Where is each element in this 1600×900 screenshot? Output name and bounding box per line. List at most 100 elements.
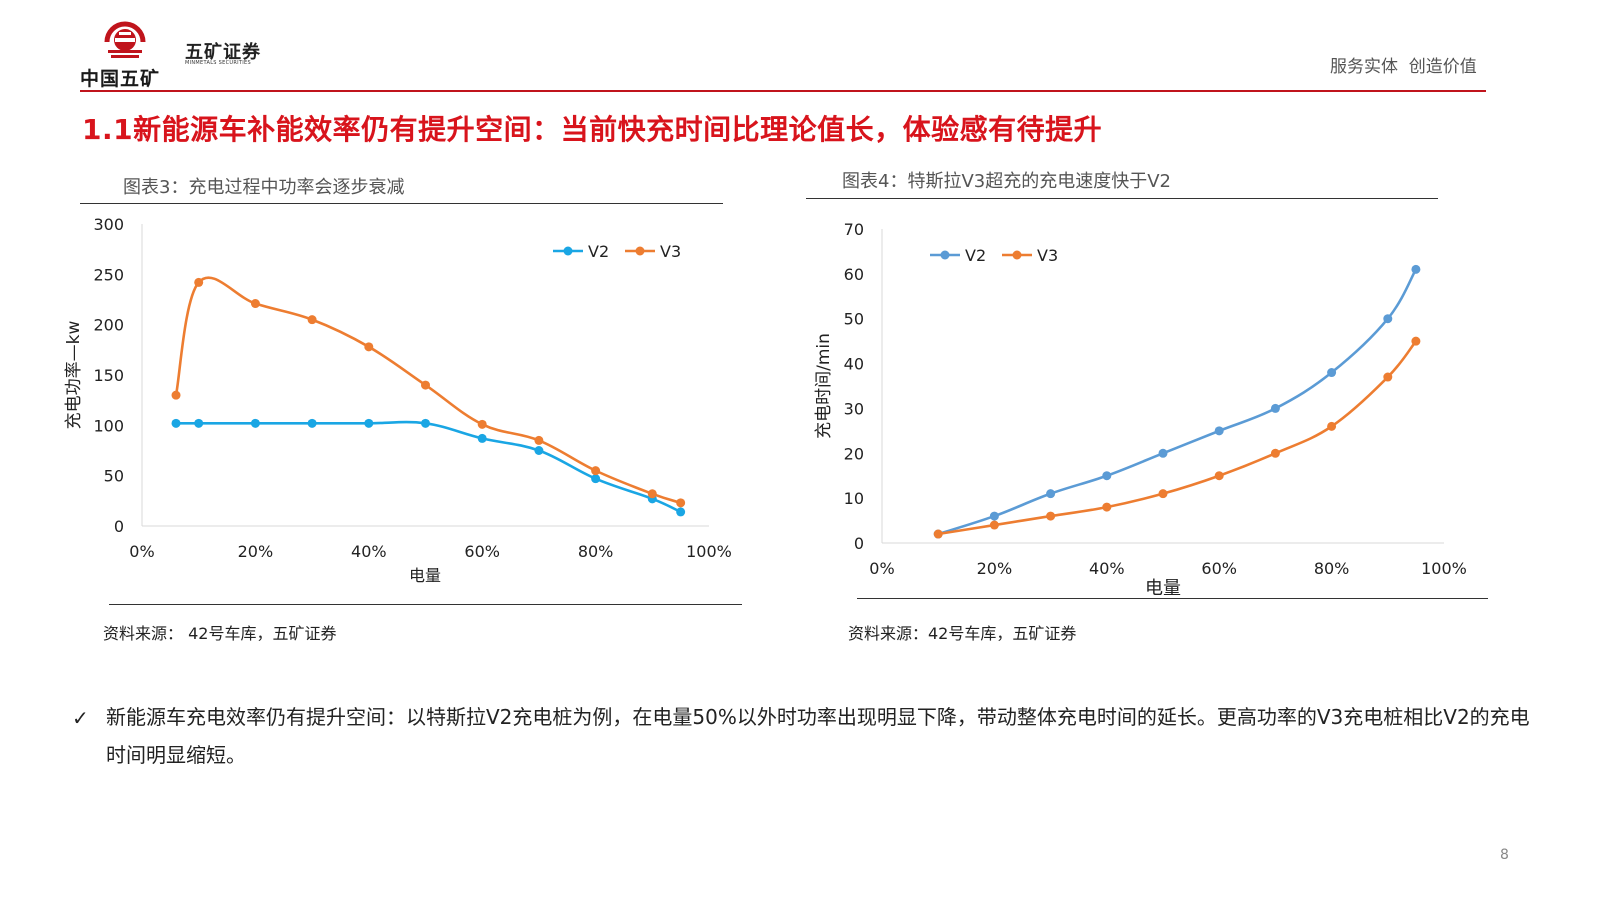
x-axis-title: 电量 [1145,578,1181,599]
y-tick-label: 70 [844,220,864,239]
x-tick-label: 40% [351,542,387,561]
y-tick-label: 0 [114,517,124,536]
page-number: 8 [1500,847,1509,863]
data-point-v3 [194,277,204,287]
data-point-v2 [1158,448,1168,458]
data-point-v2 [676,507,686,517]
x-tick-label: 20% [977,559,1013,578]
legend-label-v3: V3 [660,242,681,261]
data-point-v2 [1270,403,1280,413]
data-point-v2 [1383,314,1393,324]
data-point-v3 [1214,471,1224,481]
data-point-v3 [1046,511,1056,521]
data-point-v2 [307,418,317,428]
data-point-v3 [534,435,544,445]
legend-label-v2: V2 [588,242,609,261]
data-point-v2 [1327,368,1337,378]
y-tick-label: 60 [844,265,864,284]
y-tick-label: 40 [844,355,864,374]
data-point-v2 [421,418,430,428]
header-divider [80,90,1486,92]
page-title: 1.1新能源车补能效率仍有提升空间：当前快充时间比理论值长，体验感有待提升 [82,113,1103,146]
right-chart-bottom-rule [857,598,1488,600]
left-chart-source: 资料来源： 42号车库，五矿证券 [103,624,337,643]
x-tick-label: 60% [1201,559,1237,578]
data-point-v3 [1270,448,1280,458]
y-tick-label: 50 [844,310,864,329]
data-point-v3 [364,342,374,352]
data-point-v3 [989,520,999,530]
legend-label-v2: V2 [965,246,986,265]
data-point-v3 [1327,421,1337,431]
data-point-v2 [591,474,601,484]
x-tick-label: 100% [686,542,732,561]
y-axis-title: 充电时间/min [814,333,834,439]
y-tick-label: 300 [93,215,124,234]
x-tick-label: 100% [1421,559,1467,578]
bullet-text: 新能源车充电效率仍有提升空间：以特斯拉V2充电桩为例，在电量50%以外时功率出现… [106,705,1530,767]
data-point-v3 [1158,489,1168,499]
x-tick-label: 20% [238,542,274,561]
x-tick-label: 0% [129,542,154,561]
power-decay-chart: 0 50 100 150 200 250 300 0% 20% 40% 60% 80% 100% 电量 充电… [64,215,732,585]
data-point-v2 [477,433,487,443]
logo-emblem-icon [104,21,146,58]
x-tick-label: 80% [1314,559,1350,578]
data-point-v3 [421,380,430,390]
right-chart-title: 图表4：特斯拉V3超充的充电速度快于V2 [842,171,1171,192]
x-tick-label: 80% [578,542,614,561]
logo: 中国五矿 [80,20,166,90]
right-chart-source: 资料来源：42号车库，五矿证券 [848,624,1077,643]
data-point-v2 [364,418,374,428]
data-point-v3 [1411,336,1421,346]
x-tick-label: 60% [464,542,500,561]
x-tick-label: 0% [869,559,894,578]
y-tick-label: 20 [844,444,864,463]
left-chart-bottom-rule [109,604,742,606]
right-chart-top-rule [806,198,1438,200]
brand-english: MINMETALS SECURITIES [185,60,251,66]
y-tick-label: 30 [844,399,864,418]
series-line-v2 [176,420,682,514]
series-line-v3 [174,276,682,505]
y-axis-title: 充电功率—kw [64,321,84,430]
data-point-v3 [477,419,487,429]
charge-time-chart: 0 10 20 30 40 50 60 70 0% 20% 40% 60% 80% 100% 电量 充电时间/… [814,220,1467,599]
data-point-v2 [989,511,999,521]
left-chart-top-rule [80,203,723,205]
data-point-v2 [1102,471,1112,481]
slogan: 服务实体 创造价值 [1330,57,1477,77]
y-tick-label: 150 [93,366,124,385]
data-point-v2 [1411,264,1421,274]
data-point-v2 [171,418,181,428]
data-point-v3 [1102,502,1112,512]
y-tick-label: 200 [93,316,124,335]
data-point-v2 [250,418,260,428]
data-point-v2 [534,446,544,455]
legend-marker-v2 [940,250,950,260]
data-point-v3 [250,299,260,309]
left-chart-title: 图表3：充电过程中功率会逐步衰减 [123,177,405,198]
data-point-v3 [591,466,601,476]
legend-marker-v3 [1012,250,1022,260]
x-axis-title: 电量 [409,566,441,585]
data-point-v3 [307,315,317,325]
legend-marker-v3 [635,246,645,256]
data-point-v3 [1383,372,1393,382]
data-point-v3 [933,529,943,539]
series-line-v2 [937,268,1418,536]
y-tick-label: 50 [104,467,124,486]
y-tick-label: 250 [93,265,124,284]
legend-marker-v2 [563,246,573,256]
x-tick-label: 40% [1089,559,1125,578]
data-point-v2 [1214,426,1224,436]
data-point-v3 [171,390,181,400]
y-tick-label: 0 [854,534,864,553]
y-tick-label: 100 [93,416,124,435]
check-icon: ✓ [72,706,89,730]
data-point-v3 [676,498,686,508]
logo-text: 中国五矿 [80,68,161,90]
data-point-v2 [194,418,204,428]
data-point-v3 [647,489,657,499]
y-tick-label: 10 [844,489,864,508]
